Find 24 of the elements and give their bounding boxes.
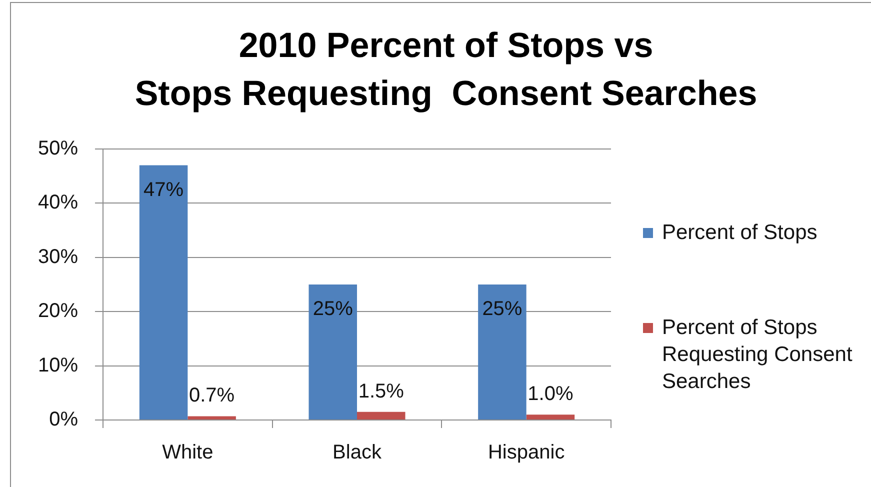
bar <box>188 416 236 420</box>
y-tick-label: 20% <box>38 300 78 322</box>
y-tick-label: 40% <box>38 192 78 214</box>
bar <box>357 412 406 420</box>
data-label: 1.5% <box>358 380 404 402</box>
data-label: 0.7% <box>189 384 235 407</box>
data-label: 25% <box>482 298 522 320</box>
data-label: 47% <box>144 178 184 201</box>
x-tick-label: Black <box>332 442 382 464</box>
legend-label: Percent of Stops Requesting Consent Searches <box>662 315 854 395</box>
y-tick-label: 50% <box>38 138 78 160</box>
y-tick-label: 10% <box>38 354 78 376</box>
y-tick-label: 0% <box>49 408 78 431</box>
chart-title: 2010 Percent of Stops vs Stops Requesting Consent Searches <box>134 25 758 115</box>
legend-label: Percent of Stops <box>662 220 818 246</box>
data-label: 25% <box>312 298 354 320</box>
bar <box>526 414 575 420</box>
bar <box>139 165 188 420</box>
y-tick-label: 30% <box>38 246 78 268</box>
data-label: 1.0% <box>528 383 574 406</box>
x-tick-label: White <box>162 442 214 464</box>
bar <box>308 284 357 420</box>
bar <box>478 284 526 420</box>
x-tick-label: Hispanic <box>488 442 565 464</box>
